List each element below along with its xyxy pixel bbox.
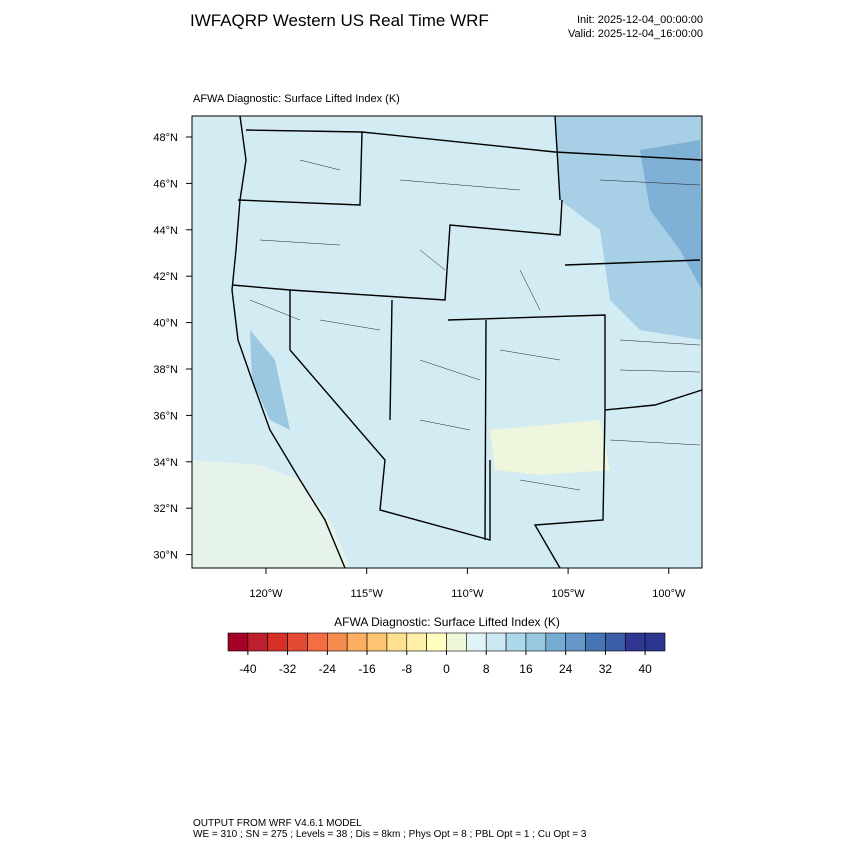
colorbar-box [327, 632, 348, 652]
lat-label: 38°N [153, 364, 178, 376]
lon-label: 115°W [351, 588, 384, 600]
border [231, 115, 563, 301]
init-time: Init: 2025-12-04_00:00:00 [577, 14, 703, 26]
lat-label: 46°N [153, 178, 178, 190]
colorbar-box [227, 632, 249, 652]
colorbar-box [466, 632, 487, 652]
lat-label: 32°N [153, 503, 178, 515]
valley-region [250, 330, 290, 430]
lat-label: 42°N [153, 271, 178, 283]
map-subtitle: AFWA Diagnostic: Surface Lifted Index (K… [193, 93, 400, 105]
light-region [490, 420, 610, 475]
lon-label: 105°W [552, 588, 586, 600]
lat-label: 40°N [153, 318, 178, 330]
border [237, 129, 703, 206]
colorbar-box [525, 632, 547, 652]
colorbar-tick-label: 0 [443, 662, 450, 676]
lon-label: 100°W [652, 588, 686, 600]
colorbar-box [585, 632, 606, 652]
colorbar-box [446, 632, 467, 652]
colorbar-box [247, 632, 269, 652]
colorbar-tick-label: -40 [239, 662, 257, 676]
colorbar-tick-label: 40 [638, 662, 652, 676]
title: IWFAQRP Western US Real Time WRF [190, 11, 489, 30]
colorbar-title: AFWA Diagnostic: Surface Lifted Index (K… [334, 615, 560, 629]
colorbar-box [287, 632, 308, 652]
colorbar-box [644, 632, 666, 652]
colorbar-box [545, 632, 566, 652]
map [191, 115, 703, 569]
footer-line: WE = 310 ; SN = 275 ; Levels = 38 ; Dis … [193, 829, 587, 840]
lat-label: 36°N [153, 410, 178, 422]
lon-label: 110°W [451, 588, 484, 600]
colorbar-box [565, 632, 586, 652]
colorbar-box [485, 632, 507, 652]
colorbar-box [346, 632, 368, 652]
lat-label: 44°N [153, 225, 178, 237]
colorbar-box [366, 632, 388, 652]
lat-label: 30°N [153, 550, 178, 562]
colorbar-tick-label: 8 [483, 662, 490, 676]
colorbar-box [426, 632, 447, 652]
mexico-region [192, 460, 350, 568]
darker-region [640, 140, 702, 290]
colorbar-box [624, 632, 646, 652]
valid-time: Valid: 2025-12-04_16:00:00 [568, 28, 703, 40]
colorbar-tick-label: 24 [559, 662, 573, 676]
colorbar-tick-label: -16 [358, 662, 376, 676]
colorbar-box [505, 632, 527, 652]
colorbar-tick-label: -32 [279, 662, 297, 676]
county-lines [249, 159, 701, 491]
coastline [231, 115, 346, 569]
colorbar-box [267, 632, 288, 652]
colorbar-box [406, 632, 427, 652]
border [289, 259, 703, 569]
lat-label: 34°N [153, 457, 178, 469]
footer-line: OUTPUT FROM WRF V4.6.1 MODEL [193, 818, 362, 829]
colorbar-tick-label: -8 [401, 662, 412, 676]
lat-label: 48°N [153, 132, 178, 144]
colorbar-box [307, 632, 328, 652]
colorbar-tick-label: -24 [319, 662, 337, 676]
colorbar-tick-label: 16 [519, 662, 533, 676]
colorbar-box [605, 632, 626, 652]
colorbar-tick-label: 32 [599, 662, 613, 676]
colorbar-box [386, 632, 408, 652]
lon-label: 120°W [249, 588, 283, 600]
map-frame [191, 115, 703, 569]
